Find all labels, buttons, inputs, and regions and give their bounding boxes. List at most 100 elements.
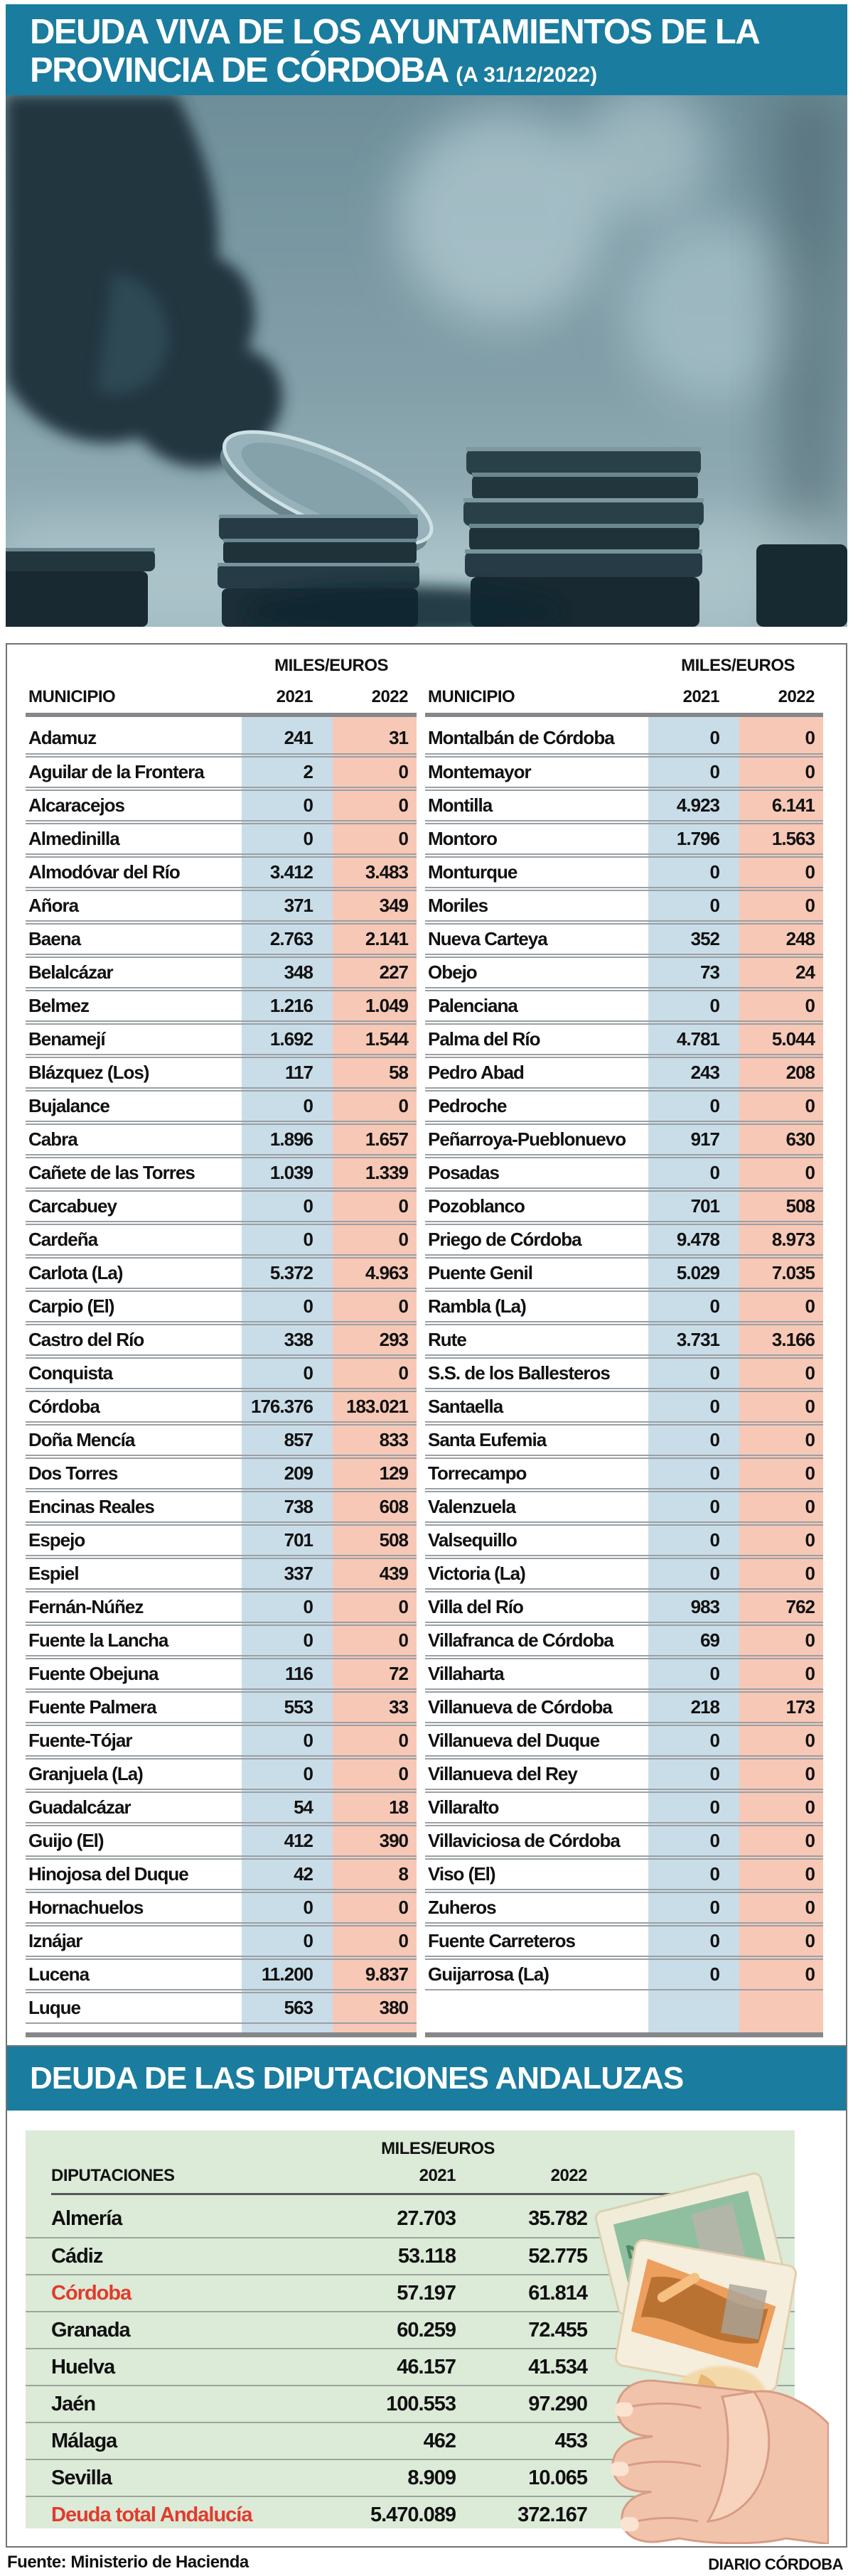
- value-2021: 27.703: [397, 2206, 456, 2230]
- municipality-name: Fuente Palmera: [28, 1696, 157, 1718]
- table-row: Cabra 1.896 1.657: [26, 1123, 417, 1155]
- table-row: Baena 2.763 2.141: [26, 923, 417, 955]
- table-row: Pozoblanco 701 508: [425, 1190, 823, 1222]
- municipality-name: Iznájar: [28, 1930, 82, 1951]
- value-2021: 1.692: [269, 1028, 313, 1050]
- table-row: Villanueva del Rey 0 0: [425, 1758, 823, 1790]
- municipality-name: Palma del Río: [428, 1028, 541, 1050]
- value-2021: 0: [303, 1596, 313, 1617]
- value-2021: 100.553: [386, 2392, 456, 2415]
- municipality-name: Fuente-Tójar: [28, 1730, 132, 1751]
- table-row: Almedinilla 0 0: [26, 823, 417, 855]
- value-2021: 0: [709, 1963, 720, 1985]
- value-2021: 917: [690, 1128, 720, 1150]
- diputaciones-column-headers: DIPUTACIONES 2021 2022: [26, 2166, 795, 2186]
- col-header-2021: 2021: [682, 687, 720, 706]
- value-2022: 0: [805, 1162, 815, 1183]
- value-2022: 0: [805, 1763, 815, 1784]
- table-row: Hinojosa del Duque 42 8: [26, 1858, 417, 1890]
- table-row: Cañete de las Torres 1.039 1.339: [26, 1157, 417, 1189]
- table-row: Guadalcázar 54 18: [26, 1791, 417, 1823]
- table-row: Jaén 100.553 97.290: [26, 2385, 795, 2422]
- table-row: Añora 371 349: [26, 890, 417, 922]
- table-row: Adamuz 241 31: [26, 723, 417, 755]
- value-2022: 0: [805, 1963, 815, 1985]
- header-rule: [425, 713, 823, 717]
- value-2021: 5.029: [676, 1262, 720, 1283]
- value-2022: 6.141: [771, 794, 815, 816]
- value-2021: 0: [709, 861, 720, 883]
- value-2021: 462: [423, 2429, 456, 2452]
- value-2021: 0: [709, 1496, 720, 1517]
- value-2022: 0: [398, 1763, 409, 1784]
- municipality-name: Viso (El): [428, 1863, 496, 1885]
- table-row: Espejo 701 508: [26, 1524, 417, 1556]
- col-header-2022: 2022: [778, 687, 815, 706]
- rows-region-right: Montalbán de Córdoba 0 0 Montemayor 0 0 Montil…: [425, 717, 823, 2037]
- value-2022: 58: [389, 1062, 409, 1083]
- diputacion-name: Jaén: [51, 2392, 96, 2415]
- table-row: Moriles 0 0: [425, 890, 823, 922]
- table-row: Huelva 46.157 41.534: [26, 2348, 795, 2385]
- table-row: Viso (El) 0 0: [425, 1858, 823, 1890]
- value-2022: 52.775: [528, 2244, 588, 2268]
- value-2022: 0: [805, 1529, 815, 1551]
- table-row: Cardeña 0 0: [26, 1224, 417, 1256]
- value-2021: 0: [303, 1930, 313, 1951]
- municipality-name: Rambla (La): [428, 1295, 527, 1317]
- value-2021: 0: [709, 761, 720, 782]
- municipality-name: Nueva Carteya: [428, 928, 548, 949]
- municipality-name: Hinojosa del Duque: [28, 1863, 189, 1885]
- value-2022: 453: [554, 2429, 588, 2452]
- hand-shape: [610, 2379, 829, 2544]
- value-2021: 42: [294, 1863, 313, 1885]
- table-bottom-rule: [26, 2032, 417, 2037]
- value-2021: 0: [709, 1396, 720, 1417]
- municipality-name: Baena: [28, 928, 81, 949]
- table-bottom-rule: [425, 2032, 823, 2037]
- table-row: Villafranca de Córdoba 69 0: [425, 1624, 823, 1656]
- value-2022: 183.021: [346, 1396, 409, 1417]
- municipality-name: Belalcázar: [28, 961, 114, 983]
- value-2022: 508: [379, 1529, 409, 1551]
- municipality-name: Alcaracejos: [28, 794, 125, 816]
- diputacion-name: Sevilla: [51, 2466, 112, 2489]
- value-2022: 608: [379, 1496, 409, 1517]
- value-2022: 0: [398, 1730, 409, 1751]
- table-row: Blázquez (Los) 117 58: [26, 1057, 417, 1089]
- municipality-name: Villanueva del Duque: [428, 1730, 600, 1751]
- table-row: Posadas 0 0: [425, 1157, 823, 1189]
- table-row: Villaviciosa de Córdoba 0 0: [425, 1825, 823, 1857]
- table-row: Deuda total Andalucía 5.470.089 372.167: [26, 2496, 795, 2533]
- unit-label: MILES/EUROS: [381, 2139, 495, 2158]
- col-header-municipio: MUNICIPIO: [428, 687, 515, 706]
- municipality-name: Encinas Reales: [28, 1496, 155, 1517]
- value-2021: 0: [709, 1897, 720, 1918]
- value-2021: 176.376: [251, 1396, 313, 1417]
- value-2021: 3.412: [269, 861, 313, 883]
- value-2022: 508: [785, 1195, 815, 1217]
- value-2021: 116: [285, 1663, 313, 1684]
- value-2021: 8.909: [407, 2466, 456, 2489]
- value-2022: 0: [805, 1429, 815, 1450]
- value-2021: 243: [690, 1062, 720, 1083]
- value-2021: 57.197: [397, 2281, 456, 2305]
- table-row: Valenzuela 0 0: [425, 1491, 823, 1523]
- value-2022: 0: [805, 1663, 815, 1684]
- diputacion-name: Deuda total Andalucía: [51, 2503, 252, 2526]
- municipality-name: Hornachuelos: [28, 1897, 144, 1918]
- value-2022: 0: [805, 761, 815, 782]
- table-row: Lucena 11.200 9.837: [26, 1958, 417, 1990]
- table-row: Palma del Río 4.781 5.044: [425, 1023, 823, 1055]
- col-header-2021: 2021: [419, 2166, 456, 2185]
- value-2021: 701: [284, 1529, 313, 1551]
- table-row: Santaella 0 0: [425, 1391, 823, 1423]
- value-2021: 0: [709, 1863, 720, 1885]
- table-row: Victoria (La) 0 0: [425, 1558, 823, 1590]
- table-row: Guijo (El) 412 390: [26, 1825, 417, 1857]
- hand-money-art: 200: [594, 2172, 829, 2544]
- value-2022: 72: [389, 1663, 409, 1684]
- table-row: Bujalance 0 0: [26, 1090, 417, 1122]
- value-2021: 352: [690, 928, 720, 949]
- value-2021: 5.372: [269, 1262, 313, 1283]
